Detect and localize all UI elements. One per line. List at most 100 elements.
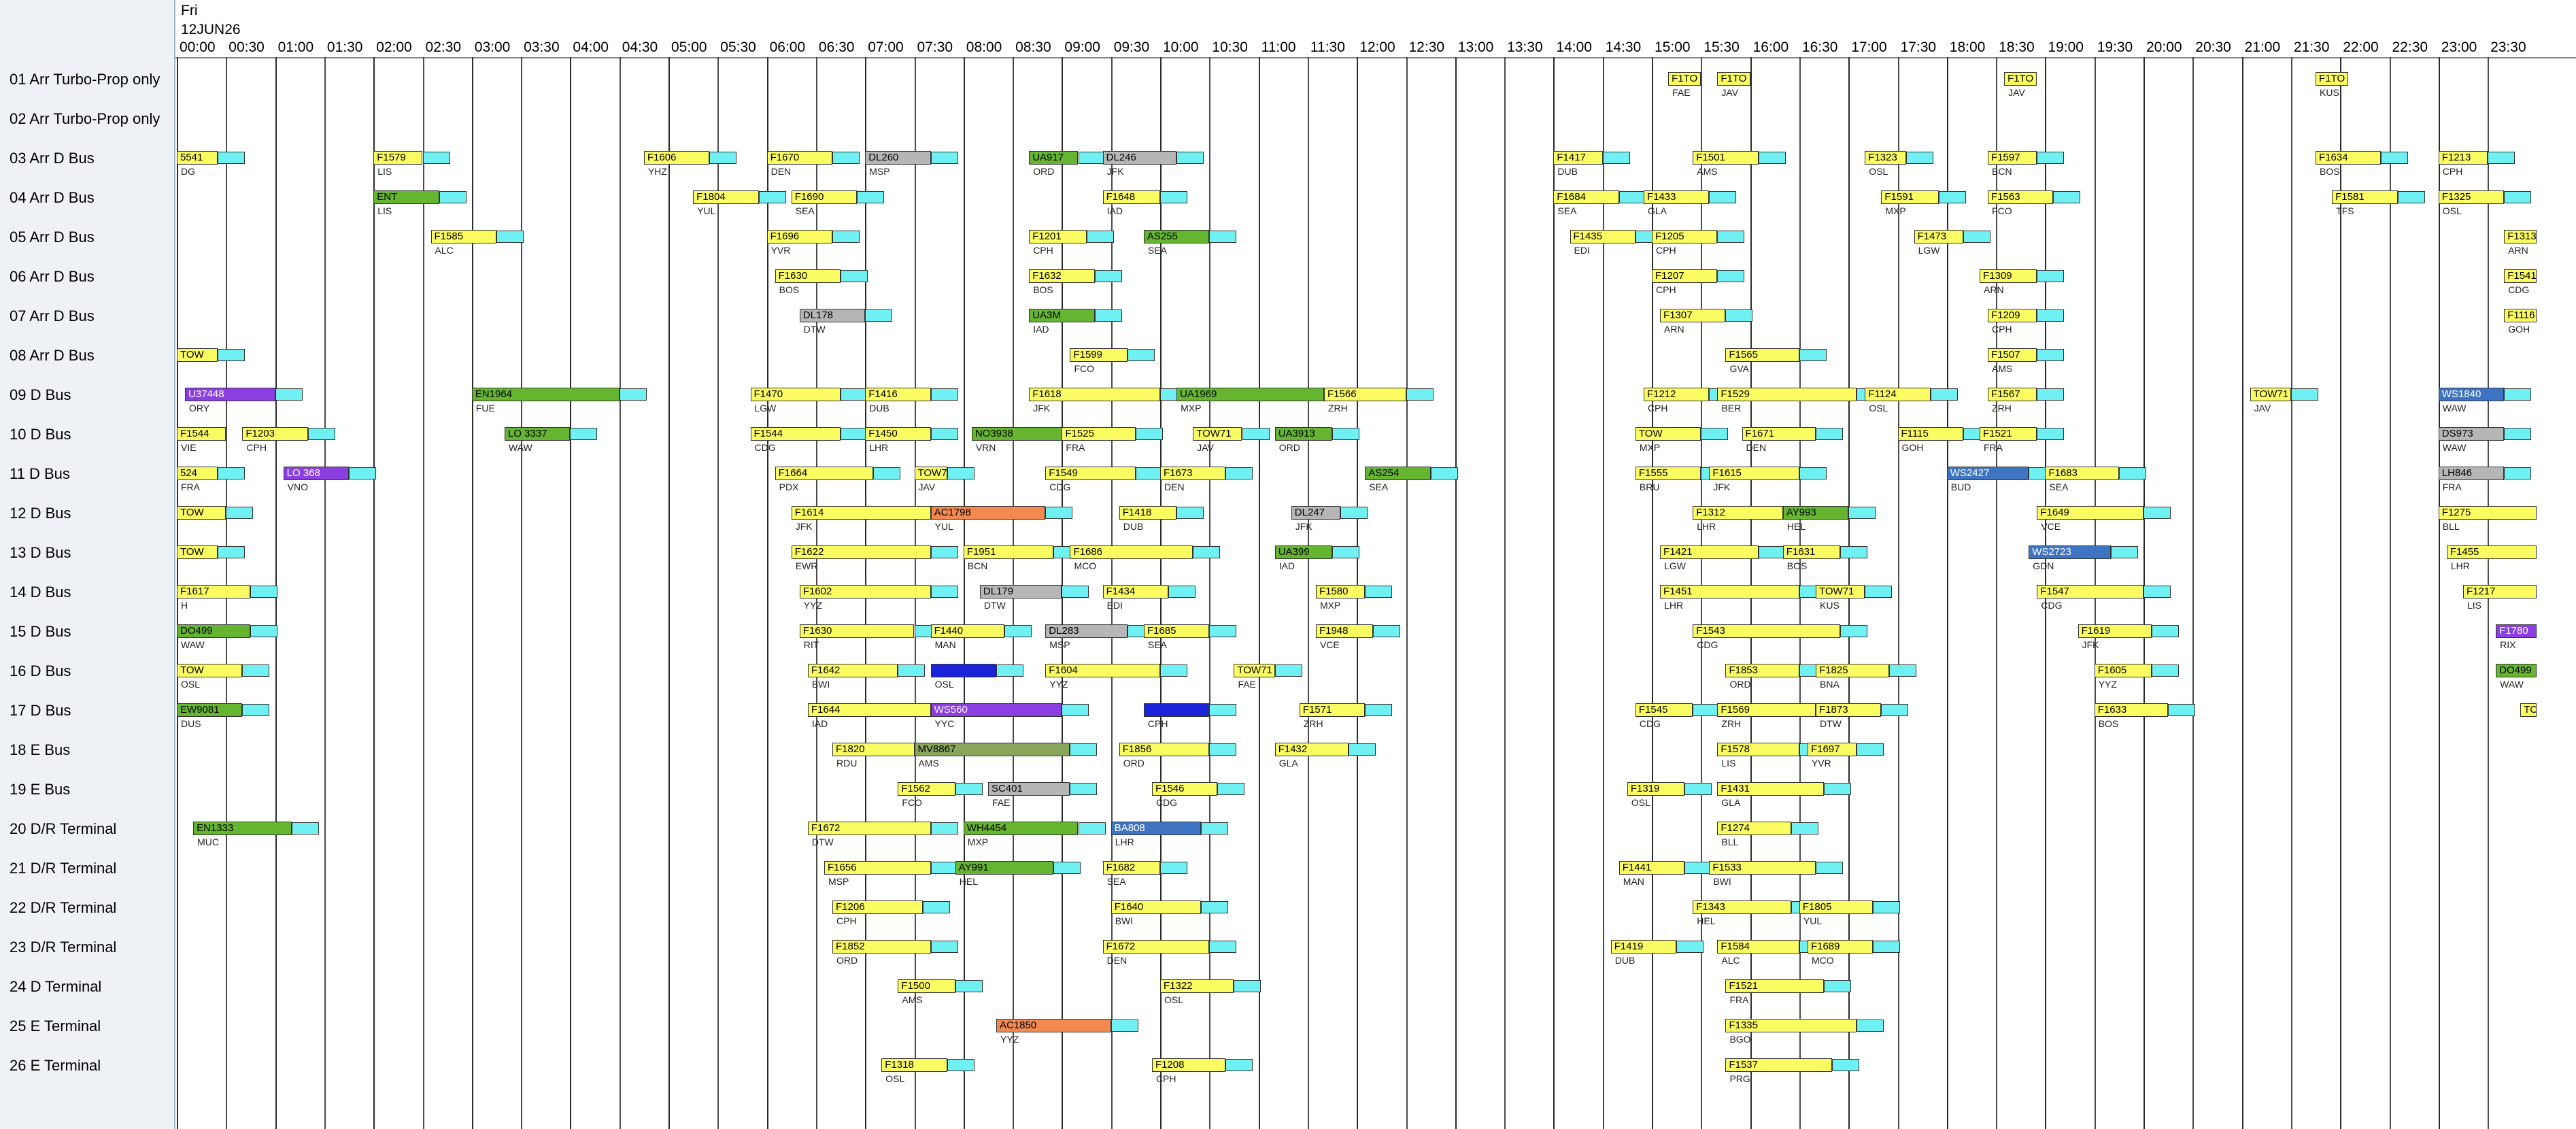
flight-bar[interactable] xyxy=(1143,703,1210,717)
buffer-bar[interactable] xyxy=(955,783,983,795)
buffer-bar[interactable] xyxy=(349,467,377,479)
buffer-bar[interactable] xyxy=(1274,664,1302,677)
flight-bar[interactable]: F1696 xyxy=(766,230,832,243)
flight-bar[interactable]: F1565 xyxy=(1725,348,1799,362)
flight-bar[interactable]: DL283 xyxy=(1045,624,1128,638)
flight-bar[interactable]: F1208 xyxy=(1151,1058,1226,1072)
flight-bar[interactable]: BA808 xyxy=(1111,822,1202,835)
flight-bar[interactable]: F1656 xyxy=(824,861,931,875)
buffer-bar[interactable] xyxy=(2168,704,2196,716)
buffer-bar[interactable] xyxy=(1209,704,1237,716)
flight-bar[interactable]: F1622 xyxy=(791,545,931,559)
flight-bar[interactable]: F1441 xyxy=(1619,861,1685,875)
buffer-bar[interactable] xyxy=(1045,507,1073,519)
flight-bar[interactable]: F1697 xyxy=(1807,743,1857,756)
flight-bar[interactable]: F1322 xyxy=(1160,979,1234,993)
flight-bar[interactable]: F1579 xyxy=(373,151,423,165)
buffer-bar[interactable] xyxy=(1094,309,1122,322)
flight-bar[interactable]: F1569 xyxy=(1717,703,1816,717)
buffer-bar[interactable] xyxy=(930,388,958,401)
flight-bar[interactable]: TOW xyxy=(2520,703,2537,717)
buffer-bar[interactable] xyxy=(1930,388,1958,401)
flight-bar[interactable]: TOW xyxy=(177,664,243,677)
flight-bar[interactable]: F1618 xyxy=(1029,388,1160,401)
flight-bar[interactable]: WS2723 xyxy=(2029,545,2111,559)
flight-bar[interactable]: F1323 xyxy=(1865,151,1906,165)
buffer-bar[interactable] xyxy=(1717,270,1745,282)
flight-bar[interactable]: F1431 xyxy=(1717,782,1825,796)
flight-bar[interactable]: F1604 xyxy=(1045,664,1160,677)
flight-bar[interactable]: AY993 xyxy=(1782,506,1849,520)
flight-bar[interactable]: F1529 xyxy=(1717,388,1857,401)
buffer-bar[interactable] xyxy=(1865,586,1893,598)
flight-bar[interactable]: F1206 xyxy=(832,900,923,914)
flight-bar[interactable]: F1948 xyxy=(1315,624,1374,638)
buffer-bar[interactable] xyxy=(2504,428,2532,440)
flight-bar[interactable]: F1605 xyxy=(2094,664,2152,677)
buffer-bar[interactable] xyxy=(1201,901,1229,913)
flight-bar[interactable]: F1585 xyxy=(430,230,496,243)
buffer-bar[interactable] xyxy=(1209,941,1237,953)
buffer-bar[interactable] xyxy=(1365,586,1393,598)
buffer-bar[interactable] xyxy=(947,1059,975,1071)
flight-bar[interactable]: F1649 xyxy=(2037,506,2143,520)
flight-bar[interactable]: F1TO xyxy=(2316,72,2349,86)
flight-bar[interactable]: F1546 xyxy=(1151,782,1218,796)
flight-bar[interactable]: SC401 xyxy=(987,782,1070,796)
flight-bar[interactable]: F1671 xyxy=(1742,427,1816,441)
buffer-bar[interactable] xyxy=(832,231,860,243)
buffer-bar[interactable] xyxy=(2397,191,2425,203)
buffer-bar[interactable] xyxy=(619,388,647,401)
flight-bar[interactable]: F1602 xyxy=(799,585,931,599)
flight-bar[interactable]: F1670 xyxy=(766,151,832,165)
buffer-bar[interactable] xyxy=(2053,191,2081,203)
flight-bar[interactable]: F1544 xyxy=(750,427,841,441)
buffer-bar[interactable] xyxy=(218,152,245,164)
flight-bar[interactable]: WS2427 xyxy=(1946,467,2029,480)
buffer-bar[interactable] xyxy=(2488,152,2515,164)
flight-bar[interactable]: F1571 xyxy=(1299,703,1366,717)
buffer-bar[interactable] xyxy=(1832,1059,1860,1071)
buffer-bar[interactable] xyxy=(1717,231,1745,243)
flight-bar[interactable]: TOW xyxy=(177,545,218,559)
flight-bar[interactable]: F1547 xyxy=(2037,585,2143,599)
buffer-bar[interactable] xyxy=(1938,191,1966,203)
buffer-bar[interactable] xyxy=(1225,1059,1253,1071)
flight-bar[interactable]: F1434 xyxy=(1102,585,1169,599)
flight-bar[interactable]: NO3938 xyxy=(971,427,1070,441)
buffer-bar[interactable] xyxy=(865,309,893,322)
flight-bar[interactable]: F1418 xyxy=(1119,506,1177,520)
buffer-bar[interactable] xyxy=(291,822,319,835)
buffer-bar[interactable] xyxy=(1078,152,1106,164)
flight-bar[interactable]: F1820 xyxy=(832,743,915,756)
flight-bar[interactable]: F1545 xyxy=(1635,703,1693,717)
buffer-bar[interactable] xyxy=(1963,231,1990,243)
flight-bar[interactable]: F1213 xyxy=(2438,151,2488,165)
flight-bar[interactable]: F1690 xyxy=(791,190,858,204)
flight-bar[interactable]: F1804 xyxy=(693,190,759,204)
buffer-bar[interactable] xyxy=(955,980,983,992)
flight-bar[interactable]: F1521 xyxy=(1980,427,2037,441)
buffer-bar[interactable] xyxy=(1209,625,1237,637)
flight-bar[interactable]: F1470 xyxy=(750,388,841,401)
buffer-bar[interactable] xyxy=(250,586,278,598)
flight-bar[interactable]: AS254 xyxy=(1365,467,1431,480)
flight-bar[interactable]: F1450 xyxy=(865,427,931,441)
buffer-bar[interactable] xyxy=(1160,191,1187,203)
buffer-bar[interactable] xyxy=(1824,980,1852,992)
flight-bar[interactable]: F1630 xyxy=(799,624,915,638)
flight-bar[interactable]: F1275 xyxy=(2438,506,2537,520)
buffer-bar[interactable] xyxy=(1709,191,1737,203)
flight-bar[interactable]: LO 368 xyxy=(283,467,350,480)
buffer-bar[interactable] xyxy=(1234,980,1261,992)
buffer-bar[interactable] xyxy=(1004,625,1032,637)
buffer-bar[interactable] xyxy=(1840,546,1868,558)
buffer-bar[interactable] xyxy=(422,152,450,164)
flight-bar[interactable]: LH846 xyxy=(2438,467,2505,480)
flight-bar[interactable]: F1853 xyxy=(1725,664,1799,677)
buffer-bar[interactable] xyxy=(250,625,278,637)
buffer-bar[interactable] xyxy=(1873,901,1901,913)
buffer-bar[interactable] xyxy=(1078,822,1106,835)
flight-bar[interactable]: EW9081 xyxy=(177,703,243,717)
buffer-bar[interactable] xyxy=(1127,349,1155,361)
